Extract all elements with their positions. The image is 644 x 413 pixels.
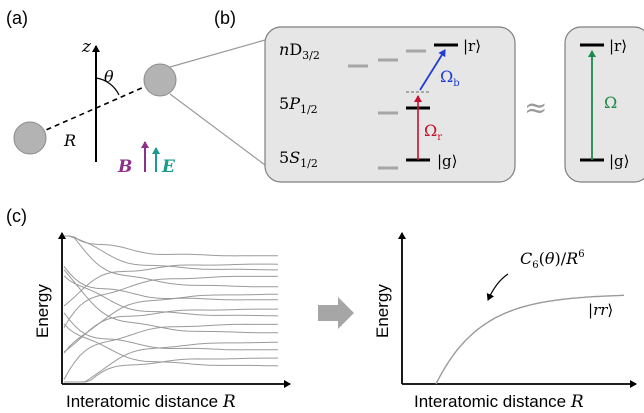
energy-curve: [64, 235, 278, 288]
rr-state-label: |rr⟩: [588, 301, 613, 319]
energy-curve: [64, 357, 278, 383]
left-y-label: Energy: [33, 284, 52, 338]
two-level-box: [564, 26, 644, 183]
atom-right: [143, 63, 177, 97]
left-plot: Energy Interatomic distance R: [33, 232, 291, 412]
left-energy-curves: [63, 235, 279, 383]
E-field-label: E: [161, 157, 176, 177]
approx-sign: ≈: [524, 91, 547, 124]
omega-label: Ω: [604, 93, 617, 112]
transition-arrow: [318, 297, 354, 329]
right-x-label: Interatomic distance R: [414, 392, 584, 412]
panel-b: (b) nD3/2 5P1/2 5S1/2 |r⟩ |g⟩ Ωr Ωb ≈ |r: [214, 8, 644, 183]
energy-curve: [63, 312, 279, 351]
annotation-arrow: [486, 273, 509, 301]
effective-ket-r: |r⟩: [609, 37, 627, 55]
panel-a: (a) z θ R B E: [6, 8, 266, 177]
right-y-label: Energy: [373, 284, 392, 338]
energy-curve: [64, 235, 279, 257]
energy-curve: [63, 275, 279, 317]
level-5p-label: 5P1/2: [279, 94, 318, 116]
energy-curve: [64, 235, 278, 271]
energy-curve: [63, 269, 278, 334]
panel-b-label: (b): [214, 8, 236, 28]
level-nd-label: nD3/2: [279, 40, 320, 62]
zoom-line-top: [169, 39, 266, 68]
zoom-line-bottom: [169, 93, 266, 166]
R-label: R: [63, 131, 76, 150]
omega-b-arrow: [419, 49, 446, 91]
rr-potential-curve: [435, 294, 625, 385]
energy-curve: [63, 275, 279, 329]
energy-curve: [63, 308, 278, 353]
c6-annotation: C6(θ)/R6: [520, 249, 585, 271]
left-x-label: Interatomic distance R: [66, 392, 236, 412]
level-5s-label: 5S1/2: [279, 148, 318, 170]
right-plot: Energy Interatomic distance R C6(θ)/R6 |…: [373, 232, 637, 412]
panel-c: (c) Energy Interatomic distance R Energy…: [6, 206, 637, 412]
B-field-label: B: [117, 157, 132, 177]
panel-a-label: (a): [6, 8, 28, 28]
z-axis-label: z: [81, 37, 92, 57]
ket-r-label: |r⟩: [463, 37, 481, 55]
panel-c-label: (c): [6, 206, 27, 226]
ket-g-label: |g⟩: [437, 152, 458, 170]
theta-label: θ: [104, 67, 114, 86]
theta-arc: [95, 77, 120, 96]
energy-curve: [64, 341, 279, 383]
effective-ket-g: |g⟩: [609, 152, 630, 170]
level-diagram-box: [264, 26, 516, 183]
separation-line: [29, 79, 161, 138]
energy-curve: [63, 265, 279, 301]
atom-left: [13, 121, 47, 155]
energy-curve: [63, 323, 279, 367]
